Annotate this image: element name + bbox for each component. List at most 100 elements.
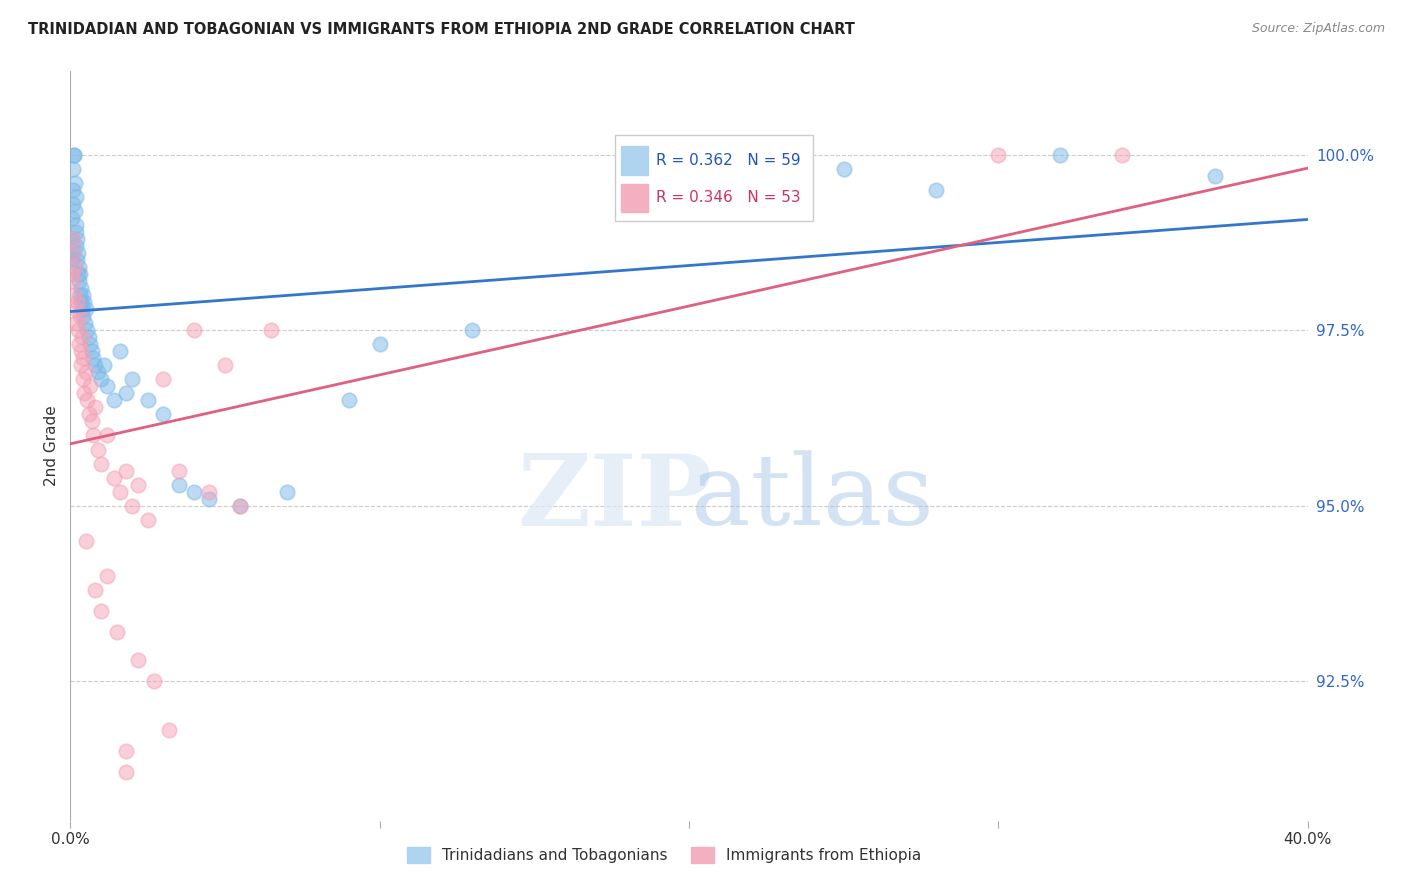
Point	[62, 246, 84, 260]
Point	[82, 351, 105, 366]
Point	[66, 232, 89, 246]
Point	[76, 323, 98, 337]
Point	[77, 330, 100, 344]
Point	[84, 401, 107, 415]
Point	[63, 204, 86, 219]
Point	[67, 275, 90, 289]
Point	[96, 379, 118, 393]
Point	[80, 344, 103, 359]
Point	[229, 499, 252, 513]
Point	[1111, 148, 1133, 162]
Point	[75, 317, 97, 331]
Point	[73, 295, 96, 310]
Point	[103, 393, 125, 408]
Point	[62, 197, 84, 211]
Text: R = 0.362   N = 59: R = 0.362 N = 59	[655, 153, 800, 168]
Point	[79, 379, 101, 393]
Point	[70, 359, 93, 373]
Point	[63, 260, 86, 275]
Point	[65, 226, 87, 240]
Point	[1204, 169, 1226, 184]
Point	[115, 764, 138, 779]
Point	[1049, 148, 1071, 162]
Point	[229, 499, 252, 513]
Point	[198, 484, 221, 499]
Point	[62, 246, 84, 260]
Point	[69, 268, 91, 282]
Point	[127, 652, 149, 666]
Point	[60, 211, 83, 226]
Point	[75, 366, 97, 380]
Point	[115, 463, 138, 477]
Text: R = 0.346   N = 53: R = 0.346 N = 53	[655, 191, 800, 205]
Point	[63, 177, 86, 191]
Point	[73, 386, 96, 401]
Text: atlas: atlas	[692, 450, 934, 546]
Point	[67, 323, 90, 337]
Point	[84, 582, 107, 597]
Point	[90, 372, 112, 386]
Point	[127, 477, 149, 491]
Point	[152, 408, 174, 422]
Point	[62, 232, 84, 246]
Point	[62, 183, 84, 197]
Point	[108, 484, 131, 499]
Point	[461, 323, 484, 337]
Point	[105, 624, 128, 639]
Point	[60, 232, 83, 246]
Point	[66, 253, 89, 268]
Y-axis label: 2nd Grade: 2nd Grade	[44, 406, 59, 486]
Text: Source: ZipAtlas.com: Source: ZipAtlas.com	[1251, 22, 1385, 36]
Point	[157, 723, 180, 737]
FancyBboxPatch shape	[621, 184, 648, 212]
Point	[76, 393, 98, 408]
Point	[60, 253, 83, 268]
Point	[82, 428, 105, 442]
Point	[77, 408, 100, 422]
Point	[65, 302, 87, 317]
FancyBboxPatch shape	[621, 146, 648, 175]
Point	[925, 183, 948, 197]
Point	[62, 275, 84, 289]
Point	[368, 337, 391, 351]
Point	[72, 351, 94, 366]
Point	[69, 295, 91, 310]
Point	[90, 457, 112, 471]
Point	[63, 148, 86, 162]
Point	[70, 302, 93, 317]
Point	[337, 393, 360, 408]
Point	[67, 246, 90, 260]
Point	[65, 317, 87, 331]
Point	[60, 268, 83, 282]
Point	[80, 415, 103, 429]
Point	[198, 491, 221, 506]
Point	[121, 499, 143, 513]
Point	[93, 359, 115, 373]
Point	[987, 148, 1010, 162]
Point	[167, 477, 190, 491]
Point	[183, 484, 205, 499]
Point	[70, 330, 93, 344]
Point	[152, 372, 174, 386]
Point	[167, 463, 190, 477]
Point	[103, 470, 125, 484]
Text: TRINIDADIAN AND TOBAGONIAN VS IMMIGRANTS FROM ETHIOPIA 2ND GRADE CORRELATION CHA: TRINIDADIAN AND TOBAGONIAN VS IMMIGRANTS…	[28, 22, 855, 37]
FancyBboxPatch shape	[614, 135, 813, 221]
Point	[183, 323, 205, 337]
Point	[260, 323, 283, 337]
Point	[276, 484, 298, 499]
Legend: Trinidadians and Tobagonians, Immigrants from Ethiopia: Trinidadians and Tobagonians, Immigrants…	[401, 841, 928, 869]
Point	[142, 673, 165, 688]
Point	[136, 393, 159, 408]
Point	[69, 288, 91, 302]
Point	[115, 743, 138, 757]
Point	[96, 428, 118, 442]
Point	[63, 148, 86, 162]
Point	[108, 344, 131, 359]
Point	[69, 344, 91, 359]
Point	[115, 386, 138, 401]
Point	[87, 442, 110, 457]
Point	[65, 239, 87, 253]
Text: ZIP: ZIP	[517, 450, 713, 547]
Point	[67, 337, 90, 351]
